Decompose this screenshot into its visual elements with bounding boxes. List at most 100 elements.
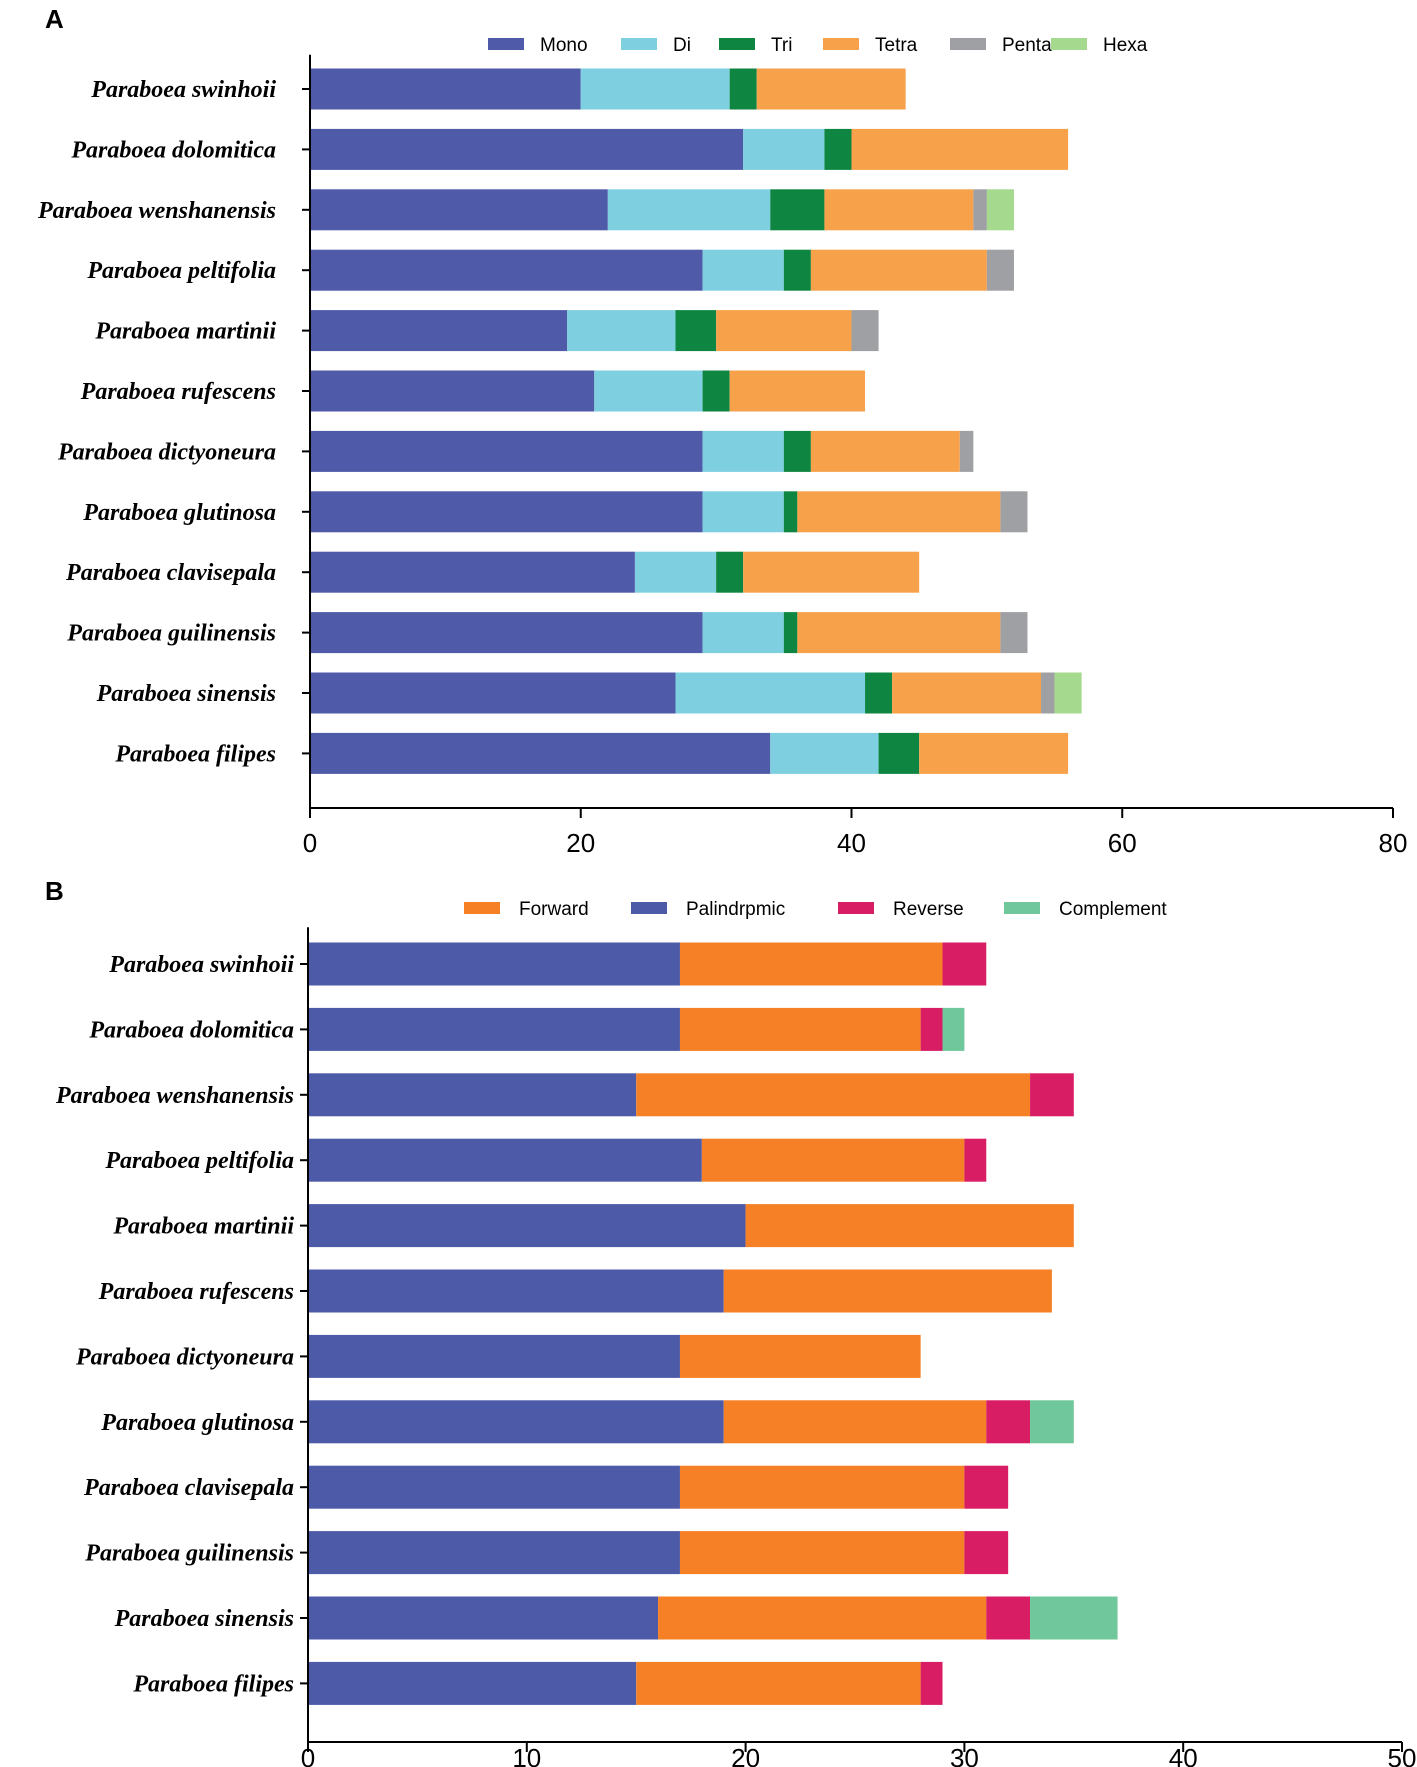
category-label-b-paraboea-glutinosa: Paraboea glutinosa [100,1410,294,1436]
bar-a-paraboea-dolomitica-tri [824,128,852,170]
legend-swatch-forward [464,902,500,914]
bar-a-paraboea-guilinensis-tetra [797,612,1001,654]
bar-a-paraboea-guilinensis-di [702,612,784,654]
bar-a-paraboea-martinii-di [567,310,676,352]
bar-a-paraboea-rufescens-di [594,370,703,412]
legend-swatch-hexa [1051,38,1087,50]
legend-swatch-complement [1004,902,1040,914]
category-label-b-paraboea-swinhoii: Paraboea swinhoii [108,952,294,978]
bar-a-paraboea-sinensis-hexa [1054,672,1082,714]
legend-swatch-mono [488,38,524,50]
bar-b-paraboea-dolomitica-palindrpmic [308,1007,680,1051]
bar-a-paraboea-wenshanensis-tetra [824,189,974,231]
bar-a-paraboea-dolomitica-tetra [851,128,1069,170]
category-label-a-paraboea-swinhoii: Paraboea swinhoii [90,77,276,103]
category-label-b-paraboea-clavisepala: Paraboea clavisepala [83,1475,294,1501]
category-label-a-paraboea-glutinosa: Paraboea glutinosa [82,500,276,526]
bar-a-paraboea-rufescens-tetra [729,370,866,412]
category-label-b-paraboea-sinensis: Paraboea sinensis [114,1606,294,1632]
bar-b-paraboea-wenshanensis-reverse [1030,1073,1074,1117]
category-label-a-paraboea-wenshanensis: Paraboea wenshanensis [37,198,276,224]
legend-label-penta: Penta [1002,35,1052,56]
legend-label-complement: Complement [1059,899,1167,920]
category-label-a-paraboea-peltifolia: Paraboea peltifolia [86,258,276,284]
legend-swatch-di [621,38,657,50]
category-label-a-paraboea-rufescens: Paraboea rufescens [80,379,276,405]
bar-b-paraboea-guilinensis-palindrpmic [308,1531,680,1575]
category-label-b-paraboea-peltifolia: Paraboea peltifolia [104,1148,294,1174]
bar-a-paraboea-peltifolia-mono [310,249,703,291]
bar-b-paraboea-swinhoii-palindrpmic [308,942,680,986]
category-label-b-paraboea-wenshanensis: Paraboea wenshanensis [55,1083,294,1109]
x-tick-label-b-20: 20 [731,1743,760,1767]
legend-label-tri: Tri [771,35,792,56]
bar-a-paraboea-dolomitica-mono [310,128,744,170]
bar-b-paraboea-filipes-palindrpmic [308,1661,637,1705]
bar-a-paraboea-filipes-di [770,732,879,774]
bar-b-paraboea-peltifolia-reverse [964,1138,987,1182]
bar-a-paraboea-swinhoii-tetra [756,68,906,110]
bar-b-paraboea-filipes-reverse [920,1661,943,1705]
bar-b-paraboea-dictyoneura-palindrpmic [308,1334,680,1378]
bar-a-paraboea-guilinensis-tri [783,612,798,654]
bar-a-paraboea-peltifolia-di [702,249,784,291]
bar-a-paraboea-peltifolia-tetra [810,249,987,291]
category-label-a-paraboea-dolomitica: Paraboea dolomitica [70,137,276,163]
bar-a-paraboea-wenshanensis-mono [310,189,608,231]
bar-b-paraboea-swinhoii-forward [679,942,943,986]
bar-a-paraboea-rufescens-tri [702,370,730,412]
bar-b-paraboea-dolomitica-complement [942,1007,965,1051]
category-label-a-paraboea-sinensis: Paraboea sinensis [96,681,276,707]
bar-b-paraboea-sinensis-reverse [986,1596,1031,1640]
category-label-a-paraboea-dictyoneura: Paraboea dictyoneura [57,439,276,465]
bar-a-paraboea-sinensis-di [675,672,866,714]
bar-b-paraboea-peltifolia-forward [701,1138,965,1182]
x-tick-label-a-40: 40 [837,828,866,858]
bar-a-paraboea-martinii-penta [851,310,879,352]
bar-a-paraboea-wenshanensis-tri [770,189,825,231]
bar-a-paraboea-peltifolia-tri [783,249,811,291]
category-label-a-paraboea-clavisepala: Paraboea clavisepala [65,560,276,586]
legend-label-di: Di [673,35,691,56]
category-label-a-paraboea-guilinensis: Paraboea guilinensis [66,621,276,647]
category-label-a-paraboea-martinii: Paraboea martinii [94,319,276,345]
bar-b-paraboea-rufescens-forward [723,1269,1052,1313]
bar-a-paraboea-dictyoneura-mono [310,430,703,472]
bar-a-paraboea-rufescens-mono [310,370,595,412]
bar-b-paraboea-guilinensis-reverse [964,1531,1009,1575]
bar-a-paraboea-wenshanensis-penta [973,189,987,231]
legend-swatch-palindrpmic [631,902,667,914]
x-tick-label-b-0: 0 [301,1743,315,1767]
bar-b-paraboea-clavisepala-reverse [964,1465,1009,1509]
chart-panel-b: Forward Palindrpmic Reverse Complement Parab… [55,899,1417,1767]
bar-b-paraboea-clavisepala-palindrpmic [308,1465,680,1509]
bar-b-paraboea-dictyoneura-forward [679,1334,921,1378]
bar-b-paraboea-glutinosa-reverse [986,1400,1031,1444]
bar-a-paraboea-filipes-mono [310,732,771,774]
category-label-a-paraboea-filipes: Paraboea filipes [114,741,276,767]
bar-a-paraboea-glutinosa-di [702,491,784,533]
bar-a-paraboea-clavisepala-tetra [743,551,920,593]
bar-b-paraboea-wenshanensis-forward [636,1073,1031,1117]
legend-label-palindrpmic: Palindrpmic [686,899,785,920]
bar-b-paraboea-clavisepala-forward [679,1465,965,1509]
bar-a-paraboea-filipes-tri [878,732,920,774]
bar-a-paraboea-swinhoii-mono [310,68,581,110]
bar-a-paraboea-dictyoneura-di [702,430,784,472]
bar-a-paraboea-martinii-mono [310,310,568,352]
x-tick-label-a-20: 20 [566,828,595,858]
bar-b-paraboea-martinii-forward [745,1204,1074,1248]
legend-swatch-tetra [823,38,859,50]
bar-a-paraboea-clavisepala-mono [310,551,635,593]
x-tick-label-b-50: 50 [1388,1743,1417,1767]
x-tick-label-a-60: 60 [1108,828,1137,858]
bar-b-paraboea-glutinosa-forward [723,1400,987,1444]
bar-a-paraboea-wenshanensis-di [607,189,771,231]
bar-b-paraboea-guilinensis-forward [679,1531,965,1575]
bar-b-paraboea-glutinosa-palindrpmic [308,1400,724,1444]
panel-b-label: B [45,876,64,906]
legend-label-hexa: Hexa [1103,35,1148,56]
bar-b-paraboea-wenshanensis-palindrpmic [308,1073,637,1117]
x-tick-label-a-80: 80 [1379,828,1408,858]
